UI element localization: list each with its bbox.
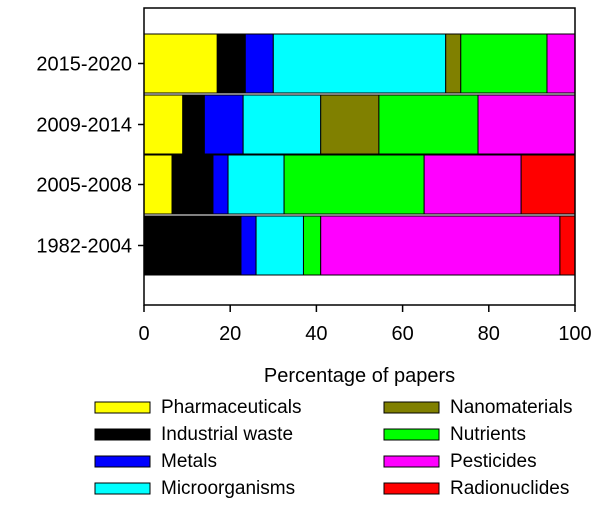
y-tick-label: 2005-2008 <box>36 175 132 197</box>
bar-segment <box>216 33 246 94</box>
bar-segment <box>559 215 576 276</box>
bar-segment <box>143 33 218 94</box>
y-tick-label: 1982-2004 <box>36 236 132 258</box>
bar-segment <box>460 33 548 94</box>
legend-label: Nanomaterials <box>450 397 573 418</box>
legend-swatch <box>383 482 440 495</box>
bar-segment <box>520 154 576 215</box>
bar-segment <box>143 94 184 155</box>
legend-label: Metals <box>161 451 217 472</box>
legend-swatch <box>94 428 151 441</box>
bar-segment <box>272 33 447 94</box>
x-tick-label: 40 <box>305 323 327 345</box>
legend-swatch <box>383 401 440 414</box>
bar-segment <box>320 215 561 276</box>
bars <box>143 33 576 276</box>
legend-swatch <box>94 401 151 414</box>
x-axis: 0 20 40 60 80 100 <box>138 305 592 345</box>
bar-segment <box>240 215 257 276</box>
bar-segment <box>143 215 242 276</box>
x-tick-label: 0 <box>138 323 149 345</box>
x-tick-label: 20 <box>219 323 241 345</box>
bar-segment <box>378 94 479 155</box>
legend: Pharmaceuticals Industrial waste Metals Mic… <box>94 397 573 499</box>
bar-segment <box>302 215 322 276</box>
legend-label: Radionuclides <box>450 478 569 499</box>
y-axis: 2015-2020 2009-2014 2005-2008 1982-2004 <box>36 54 144 258</box>
bar-segment <box>182 94 205 155</box>
legend-label: Microorganisms <box>161 478 295 499</box>
bar-segment <box>546 33 576 94</box>
legend-label: Nutrients <box>450 424 526 445</box>
y-tick-label: 2009-2014 <box>36 115 132 137</box>
legend-label: Industrial waste <box>161 424 293 445</box>
plot-frame <box>143 7 576 306</box>
legend-swatch <box>383 455 440 468</box>
bar-segment <box>171 154 214 215</box>
bar-segment <box>255 215 304 276</box>
legend-swatch <box>383 428 440 441</box>
bar-segment <box>203 94 244 155</box>
bar-segment <box>320 94 380 155</box>
y-tick-label: 2015-2020 <box>36 54 132 76</box>
bar-segment <box>143 154 173 215</box>
bar-segment <box>445 33 462 94</box>
legend-swatch <box>94 455 151 468</box>
bar-segment <box>242 94 322 155</box>
x-tick-label: 100 <box>558 323 591 345</box>
x-tick-label: 60 <box>391 323 413 345</box>
bar-segment <box>212 154 229 215</box>
bar-segment <box>423 154 522 215</box>
legend-swatch <box>94 482 151 495</box>
bar-segment <box>477 94 576 155</box>
x-axis-label: Percentage of papers <box>264 365 455 387</box>
x-tick-label: 80 <box>478 323 500 345</box>
bar-segment <box>283 154 425 215</box>
bar-segment <box>227 154 285 215</box>
legend-label: Pharmaceuticals <box>161 397 301 418</box>
bar-segment <box>244 33 274 94</box>
legend-label: Pesticides <box>450 451 537 472</box>
